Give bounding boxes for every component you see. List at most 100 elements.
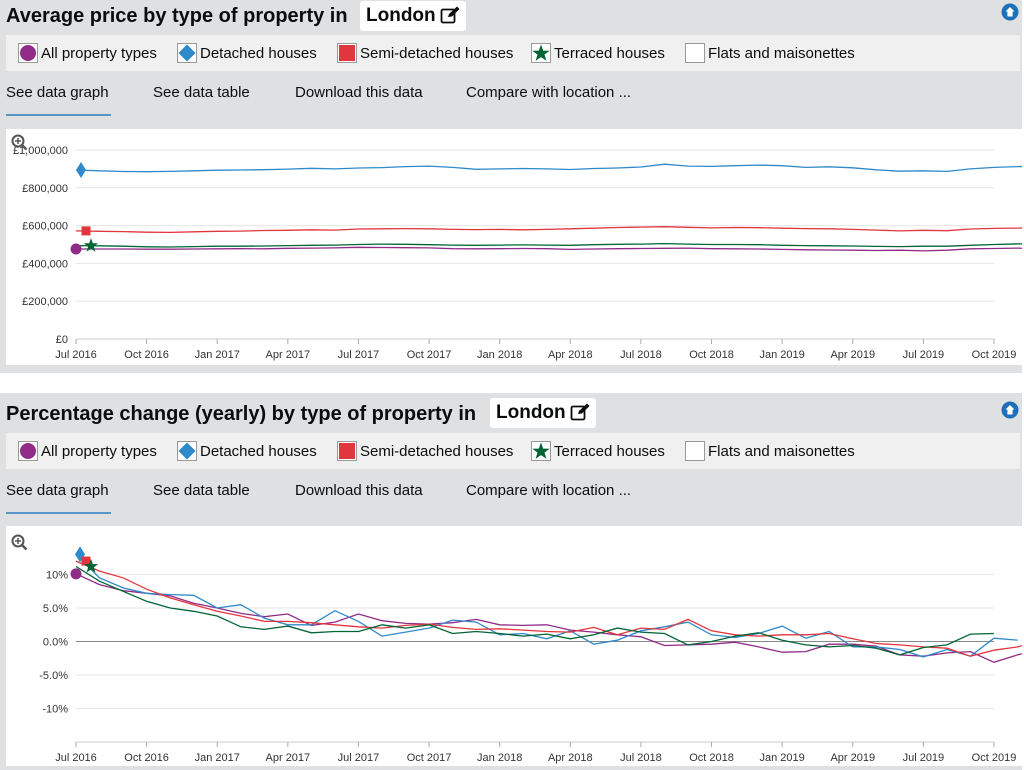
- legend-label: All property types: [41, 442, 157, 460]
- chart-tabs: See data graph See data table Download t…: [0, 72, 1022, 116]
- x-tick-label: Oct 2017: [407, 752, 452, 764]
- terraced-houses-marker: [83, 238, 99, 252]
- x-tick-label: Oct 2019: [972, 752, 1017, 764]
- x-tick-label: Oct 2019: [972, 349, 1017, 361]
- all-series-line: [76, 246, 1022, 252]
- panel-title: Average price by type of property in: [6, 5, 348, 27]
- all-property-types-marker: [70, 243, 82, 255]
- x-tick-label: Jul 2016: [55, 752, 97, 764]
- x-tick-label: Apr 2019: [830, 752, 875, 764]
- x-tick-label: Jul 2017: [338, 349, 380, 361]
- y-tick-label: 0.0%: [43, 637, 68, 649]
- semi-series-line: [75, 226, 1022, 234]
- legend-item-flats[interactable]: Flats and maisonettes: [685, 433, 855, 469]
- x-tick-label: Apr 2017: [266, 752, 311, 764]
- tab-compare-location[interactable]: Compare with location ...: [466, 84, 632, 101]
- purple-circle-icon: [18, 43, 38, 63]
- panel-header: Percentage change (yearly) by type of pr…: [0, 393, 1022, 429]
- arrow-up-circle-icon[interactable]: [1001, 3, 1019, 21]
- legend-item-detached[interactable]: Detached houses: [177, 433, 317, 469]
- semi-series-line: [75, 560, 1022, 657]
- terraced-series-line: [75, 565, 995, 656]
- purple-circle-icon: [18, 441, 38, 461]
- pencil-edit-icon: [570, 403, 590, 421]
- legend-label: Semi-detached houses: [360, 44, 514, 62]
- tab-see-data-graph[interactable]: See data graph: [6, 72, 111, 116]
- location-label: London: [366, 5, 436, 26]
- pencil-edit-icon: [440, 6, 460, 24]
- tab-download-data[interactable]: Download this data: [295, 482, 423, 499]
- legend-item-terraced[interactable]: Terraced houses: [531, 35, 665, 71]
- y-tick-label: £1,000,000: [13, 145, 68, 157]
- zoom-icon[interactable]: [11, 134, 28, 151]
- tab-see-data-table[interactable]: See data table: [153, 84, 250, 101]
- y-tick-label: -10%: [42, 704, 68, 716]
- legend-label: Terraced houses: [554, 44, 665, 62]
- x-tick-label: Jan 2018: [477, 752, 522, 764]
- blue-diamond-icon: [177, 43, 197, 63]
- y-tick-label: £0: [56, 334, 68, 346]
- legend-label: Detached houses: [200, 442, 317, 460]
- empty-checkbox-icon: [685, 441, 705, 461]
- x-tick-label: Oct 2016: [124, 349, 169, 361]
- x-tick-label: Jul 2016: [55, 349, 97, 361]
- legend-item-terraced[interactable]: Terraced houses: [531, 433, 665, 469]
- x-tick-label: Jan 2017: [195, 349, 240, 361]
- x-tick-label: Jul 2019: [903, 349, 945, 361]
- all-series-line: [75, 573, 1022, 663]
- tab-see-data-table[interactable]: See data table: [153, 482, 250, 499]
- legend-item-flats[interactable]: Flats and maisonettes: [685, 35, 855, 71]
- panel-header: Average price by type of property in Lon…: [0, 0, 1022, 36]
- location-label: London: [496, 402, 566, 423]
- legend-label: Semi-detached houses: [360, 442, 514, 460]
- x-tick-label: Jul 2018: [620, 349, 662, 361]
- x-tick-label: Jul 2018: [620, 752, 662, 764]
- terraced-series-line: [75, 242, 1022, 248]
- x-tick-label: Apr 2019: [830, 349, 875, 361]
- y-tick-label: £600,000: [22, 221, 68, 233]
- y-tick-label: 5.0%: [43, 603, 68, 615]
- legend-label: Flats and maisonettes: [708, 442, 855, 460]
- legend-label: All property types: [41, 44, 157, 62]
- all-property-types-marker: [70, 568, 82, 580]
- tab-download-data[interactable]: Download this data: [295, 84, 423, 101]
- arrow-up-circle-icon[interactable]: [1001, 401, 1019, 419]
- percentage-change-chart: 10% 5.0% 0.0% -5.0% -10% Jul 2016 Oct 2016 Jan …: [11, 534, 1022, 764]
- percentage-change-panel: Percentage change (yearly) by type of pr…: [0, 393, 1022, 770]
- x-tick-label: Apr 2017: [266, 349, 311, 361]
- average-price-panel: Average price by type of property in Lon…: [0, 0, 1022, 373]
- legend-item-detached[interactable]: Detached houses: [177, 35, 317, 71]
- semi-detached-houses-marker: [81, 556, 91, 566]
- tab-compare-location[interactable]: Compare with location ...: [466, 482, 632, 499]
- semi-detached-houses-marker: [81, 226, 91, 236]
- legend-item-all[interactable]: All property types: [18, 433, 157, 469]
- legend-label: Terraced houses: [554, 442, 665, 460]
- red-square-icon: [337, 43, 357, 63]
- x-tick-label: Jul 2019: [903, 752, 945, 764]
- red-square-icon: [337, 441, 357, 461]
- terraced-houses-marker: [83, 559, 99, 573]
- x-tick-label: Apr 2018: [548, 752, 593, 764]
- average-price-chart: £0 £200,000 £400,000 £600,000 £800,000 £1,000…: [11, 134, 1022, 361]
- y-tick-label: -5.0%: [39, 670, 68, 682]
- detached-houses-marker: [75, 546, 85, 563]
- blue-diamond-icon: [177, 441, 197, 461]
- legend-item-semi[interactable]: Semi-detached houses: [337, 433, 513, 469]
- x-tick-label: Jan 2018: [477, 349, 522, 361]
- zoom-icon[interactable]: [11, 534, 28, 551]
- x-tick-label: Oct 2018: [689, 349, 734, 361]
- tab-see-data-graph[interactable]: See data graph: [6, 470, 111, 514]
- y-tick-label: 10%: [46, 570, 68, 582]
- y-tick-label: £400,000: [22, 258, 68, 270]
- location-button[interactable]: London: [490, 398, 596, 428]
- y-tick-label: £800,000: [22, 183, 68, 195]
- x-tick-label: Oct 2018: [689, 752, 734, 764]
- legend-item-all[interactable]: All property types: [18, 35, 157, 71]
- detached-houses-marker: [76, 162, 86, 179]
- location-button[interactable]: London: [360, 1, 466, 31]
- x-tick-label: Jan 2017: [195, 752, 240, 764]
- x-tick-label: Jan 2019: [760, 349, 805, 361]
- empty-checkbox-icon: [685, 43, 705, 63]
- legend-item-semi[interactable]: Semi-detached houses: [337, 35, 513, 71]
- x-tick-label: Jan 2019: [760, 752, 805, 764]
